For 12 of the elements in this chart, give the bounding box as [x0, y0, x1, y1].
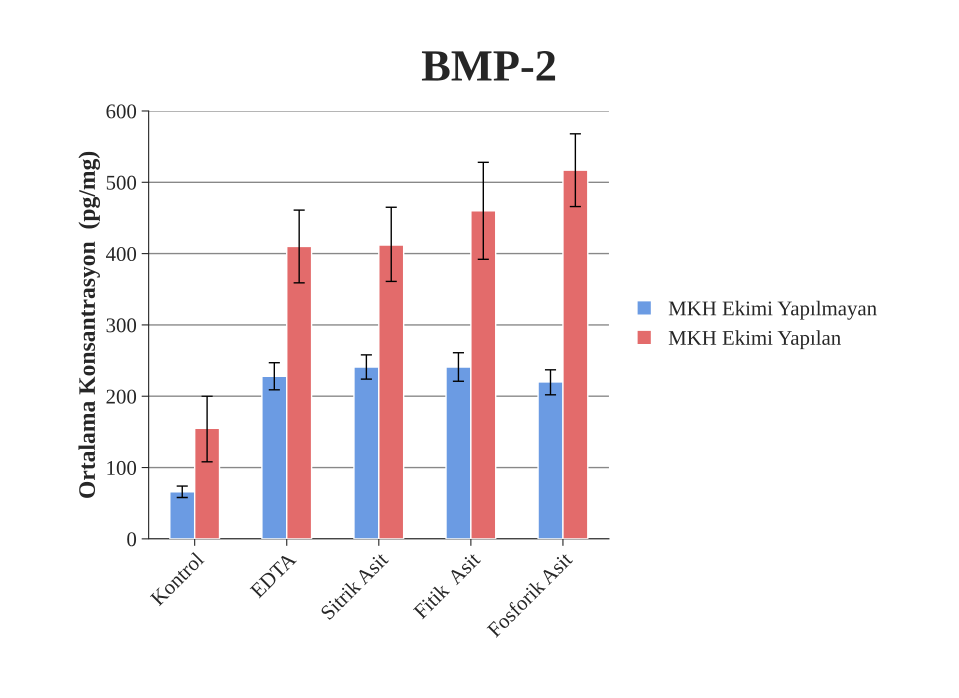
legend-label: MKH Ekimi Yapılan [668, 330, 841, 350]
y-tick-label: 0 [127, 532, 136, 546]
y-tick-label: 400 [106, 246, 136, 262]
x-tick-label: Fitik Asit [412, 550, 482, 620]
chart-title: BMP-2 [422, 51, 556, 81]
y-tick-label: 600 [106, 104, 136, 118]
y-tick-label: 100 [107, 460, 136, 475]
y-tick-label: 500 [106, 176, 136, 190]
y-axis-title: Ortalama Konsantrasyon (pg/mg) [78, 152, 100, 498]
legend-label: MKH Ekimi Yapılmayan [668, 300, 877, 320]
y-tick-label: 200 [106, 390, 136, 404]
y-tick-label: 300 [106, 318, 136, 332]
